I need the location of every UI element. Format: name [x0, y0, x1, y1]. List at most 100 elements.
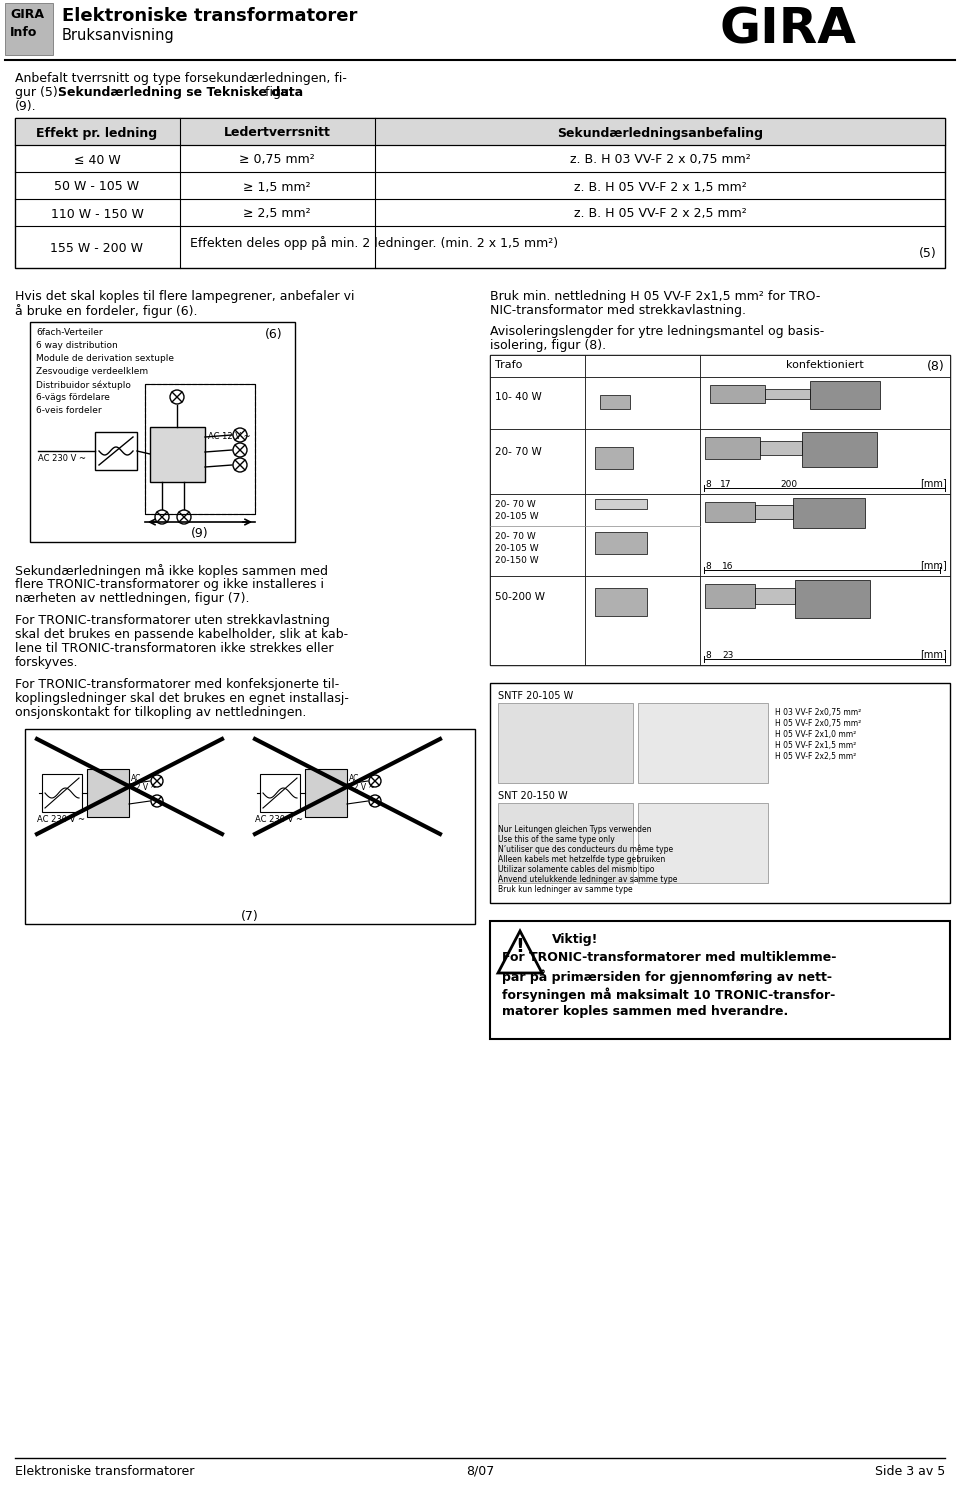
Text: AC: AC: [349, 774, 359, 783]
Bar: [795, 581, 870, 618]
Bar: [490, 921, 950, 1040]
Bar: [498, 803, 633, 884]
Bar: [755, 505, 793, 518]
Text: 110 W - 150 W: 110 W - 150 W: [51, 208, 143, 220]
Text: skal det brukes en passende kabelholder, slik at kab-: skal det brukes en passende kabelholder,…: [15, 628, 348, 642]
Text: Anbefalt tverrsnitt og type forsekundærledningen, fi-: Anbefalt tverrsnitt og type forsekundærl…: [15, 71, 347, 85]
Bar: [498, 702, 633, 783]
Text: 6fach-Verteiler: 6fach-Verteiler: [36, 328, 103, 337]
Text: ≥ 2,5 mm²: ≥ 2,5 mm²: [243, 208, 311, 220]
Text: [mm]: [mm]: [921, 478, 947, 489]
Text: 8: 8: [705, 480, 710, 489]
Text: 20-150 W: 20-150 W: [495, 555, 539, 564]
Text: z. B. H 05 VV-F 2 x 2,5 mm²: z. B. H 05 VV-F 2 x 2,5 mm²: [574, 208, 746, 220]
Bar: [490, 576, 585, 665]
Bar: [710, 385, 765, 402]
Bar: [490, 355, 950, 665]
Text: 50-200 W: 50-200 W: [495, 593, 545, 601]
Bar: [585, 576, 700, 665]
Text: 12 V ~: 12 V ~: [349, 783, 374, 792]
Text: ≥ 1,5 mm²: ≥ 1,5 mm²: [243, 181, 311, 193]
Bar: [595, 499, 647, 509]
Text: Alleen kabels met hetzelfde type gebruiken: Alleen kabels met hetzelfde type gebruik…: [498, 855, 665, 864]
Bar: [490, 355, 585, 377]
Text: Elektroniske transformatorer: Elektroniske transformatorer: [62, 7, 357, 25]
Bar: [810, 382, 880, 408]
Bar: [15, 117, 945, 267]
Text: AC 230 V ~: AC 230 V ~: [255, 815, 303, 824]
Bar: [700, 355, 950, 377]
Bar: [145, 385, 255, 514]
Text: [mm]: [mm]: [921, 649, 947, 659]
Text: Elektroniske transformatorer: Elektroniske transformatorer: [15, 1466, 194, 1478]
Text: ≥ 0,75 mm²: ≥ 0,75 mm²: [239, 153, 315, 166]
Bar: [585, 429, 700, 495]
Text: For TRONIC-transformatorer med multiklemme-: For TRONIC-transformatorer med multiklem…: [502, 950, 836, 964]
Bar: [585, 495, 700, 576]
Text: SNT 20-150 W: SNT 20-150 W: [498, 792, 567, 800]
Bar: [755, 588, 795, 604]
Text: H 05 VV-F 2x2,5 mm²: H 05 VV-F 2x2,5 mm²: [775, 751, 856, 760]
Text: figur: figur: [261, 86, 294, 99]
Text: H 03 VV-F 2x0,75 mm²: H 03 VV-F 2x0,75 mm²: [775, 708, 861, 717]
Bar: [600, 395, 630, 408]
Bar: [150, 428, 205, 483]
Text: å bruke en fordeler, figur (6).: å bruke en fordeler, figur (6).: [15, 304, 198, 318]
Bar: [25, 729, 475, 924]
Bar: [705, 502, 755, 523]
Bar: [765, 389, 810, 399]
Text: Hvis det skal koples til flere lampegrener, anbefaler vi: Hvis det skal koples til flere lampegren…: [15, 290, 354, 303]
Bar: [490, 377, 585, 429]
Bar: [15, 117, 945, 146]
Bar: [490, 495, 585, 576]
Bar: [5, 3, 53, 55]
Bar: [490, 429, 585, 495]
Text: NIC-transformator med strekkavlastning.: NIC-transformator med strekkavlastning.: [490, 304, 746, 316]
Bar: [42, 774, 82, 812]
Bar: [490, 683, 950, 903]
Text: matorer koples sammen med hverandre.: matorer koples sammen med hverandre.: [502, 1005, 788, 1019]
Text: 20- 70 W: 20- 70 W: [495, 532, 536, 541]
Text: 6-vägs fördelare: 6-vägs fördelare: [36, 394, 109, 402]
Text: isolering, figur (8).: isolering, figur (8).: [490, 339, 606, 352]
Bar: [305, 769, 347, 817]
Text: H 05 VV-F 2x1,5 mm²: H 05 VV-F 2x1,5 mm²: [775, 741, 856, 750]
Text: (9): (9): [191, 527, 209, 541]
Text: 20-105 W: 20-105 W: [495, 512, 539, 521]
Text: Bruk kun ledninger av samme type: Bruk kun ledninger av samme type: [498, 885, 633, 894]
Bar: [638, 702, 768, 783]
Text: [mm]: [mm]: [921, 560, 947, 570]
Text: AC 230 V ~: AC 230 V ~: [37, 815, 85, 824]
Text: 17: 17: [720, 480, 732, 489]
Bar: [595, 532, 647, 554]
Text: Anvend utelukkende ledninger av samme type: Anvend utelukkende ledninger av samme ty…: [498, 875, 678, 884]
Text: konfektioniert: konfektioniert: [786, 359, 864, 370]
Text: Avisoleringslengder for ytre ledningsmantel og basis-: Avisoleringslengder for ytre ledningsman…: [490, 325, 825, 339]
Text: Bruksanvisning: Bruksanvisning: [62, 28, 175, 43]
Text: Viktig!: Viktig!: [552, 933, 598, 946]
Text: Sekundærledningen må ikke koples sammen med: Sekundærledningen må ikke koples sammen …: [15, 564, 328, 578]
Text: Info: Info: [10, 27, 37, 39]
Bar: [585, 377, 700, 429]
Text: Ledertverrsnitt: Ledertverrsnitt: [224, 126, 330, 140]
Text: (7): (7): [241, 910, 259, 924]
Text: (9).: (9).: [15, 99, 36, 113]
Text: Trafo: Trafo: [495, 359, 522, 370]
Text: Sekundærledningsanbefaling: Sekundærledningsanbefaling: [557, 126, 763, 140]
Text: 155 W - 200 W: 155 W - 200 W: [51, 242, 143, 255]
Text: z. B. H 03 VV-F 2 x 0,75 mm²: z. B. H 03 VV-F 2 x 0,75 mm²: [569, 153, 751, 166]
Text: Bruk min. nettledning H 05 VV-F 2x1,5 mm² for TRO-: Bruk min. nettledning H 05 VV-F 2x1,5 mm…: [490, 290, 821, 303]
Text: Effekten deles opp på min. 2 ledninger. (min. 2 x 1,5 mm²): Effekten deles opp på min. 2 ledninger. …: [190, 236, 558, 249]
Text: lene til TRONIC-transformatoren ikke strekkes eller: lene til TRONIC-transformatoren ikke str…: [15, 642, 333, 655]
Text: forsyningen må maksimalt 10 TRONIC-transfor-: forsyningen må maksimalt 10 TRONIC-trans…: [502, 988, 835, 1001]
Text: onsjonskontakt for tilkopling av nettledningen.: onsjonskontakt for tilkopling av nettled…: [15, 705, 306, 719]
Text: 12 V ~: 12 V ~: [131, 783, 156, 792]
Text: Nur Leitungen gleichen Typs verwenden: Nur Leitungen gleichen Typs verwenden: [498, 826, 652, 835]
Text: 8: 8: [705, 650, 710, 659]
Text: 20- 70 W: 20- 70 W: [495, 447, 541, 457]
Text: !: !: [516, 937, 524, 955]
Bar: [802, 432, 877, 466]
Text: 8/07: 8/07: [466, 1466, 494, 1478]
Text: 23: 23: [722, 650, 733, 659]
Bar: [705, 584, 755, 607]
